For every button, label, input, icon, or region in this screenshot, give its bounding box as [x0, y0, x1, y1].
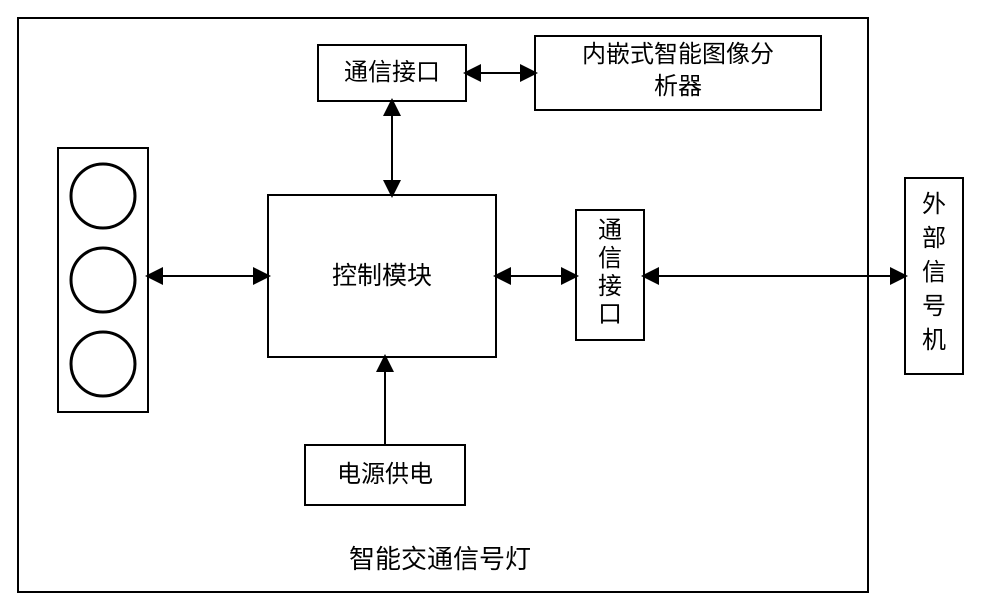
analyzer-label-line1: 内嵌式智能图像分 [582, 41, 774, 68]
svg-text:口: 口 [598, 302, 622, 328]
svg-text:机: 机 [922, 327, 946, 354]
svg-text:部: 部 [922, 225, 946, 252]
svg-text:号: 号 [922, 294, 946, 320]
analyzer-label-line2: 析器 [654, 73, 702, 100]
comm-interface-top-label: 通信接口 [344, 59, 440, 86]
svg-text:信: 信 [922, 259, 946, 286]
svg-text:信: 信 [598, 245, 622, 272]
system-caption: 智能交通信号灯 [349, 545, 531, 574]
svg-text:接: 接 [598, 273, 622, 300]
power-supply-label: 电源供电 [337, 461, 433, 488]
svg-text:通: 通 [598, 218, 622, 244]
external-signal-label: 外部信号机 [922, 191, 946, 354]
control-module-label: 控制模块 [332, 262, 432, 290]
svg-text:外: 外 [922, 191, 946, 218]
